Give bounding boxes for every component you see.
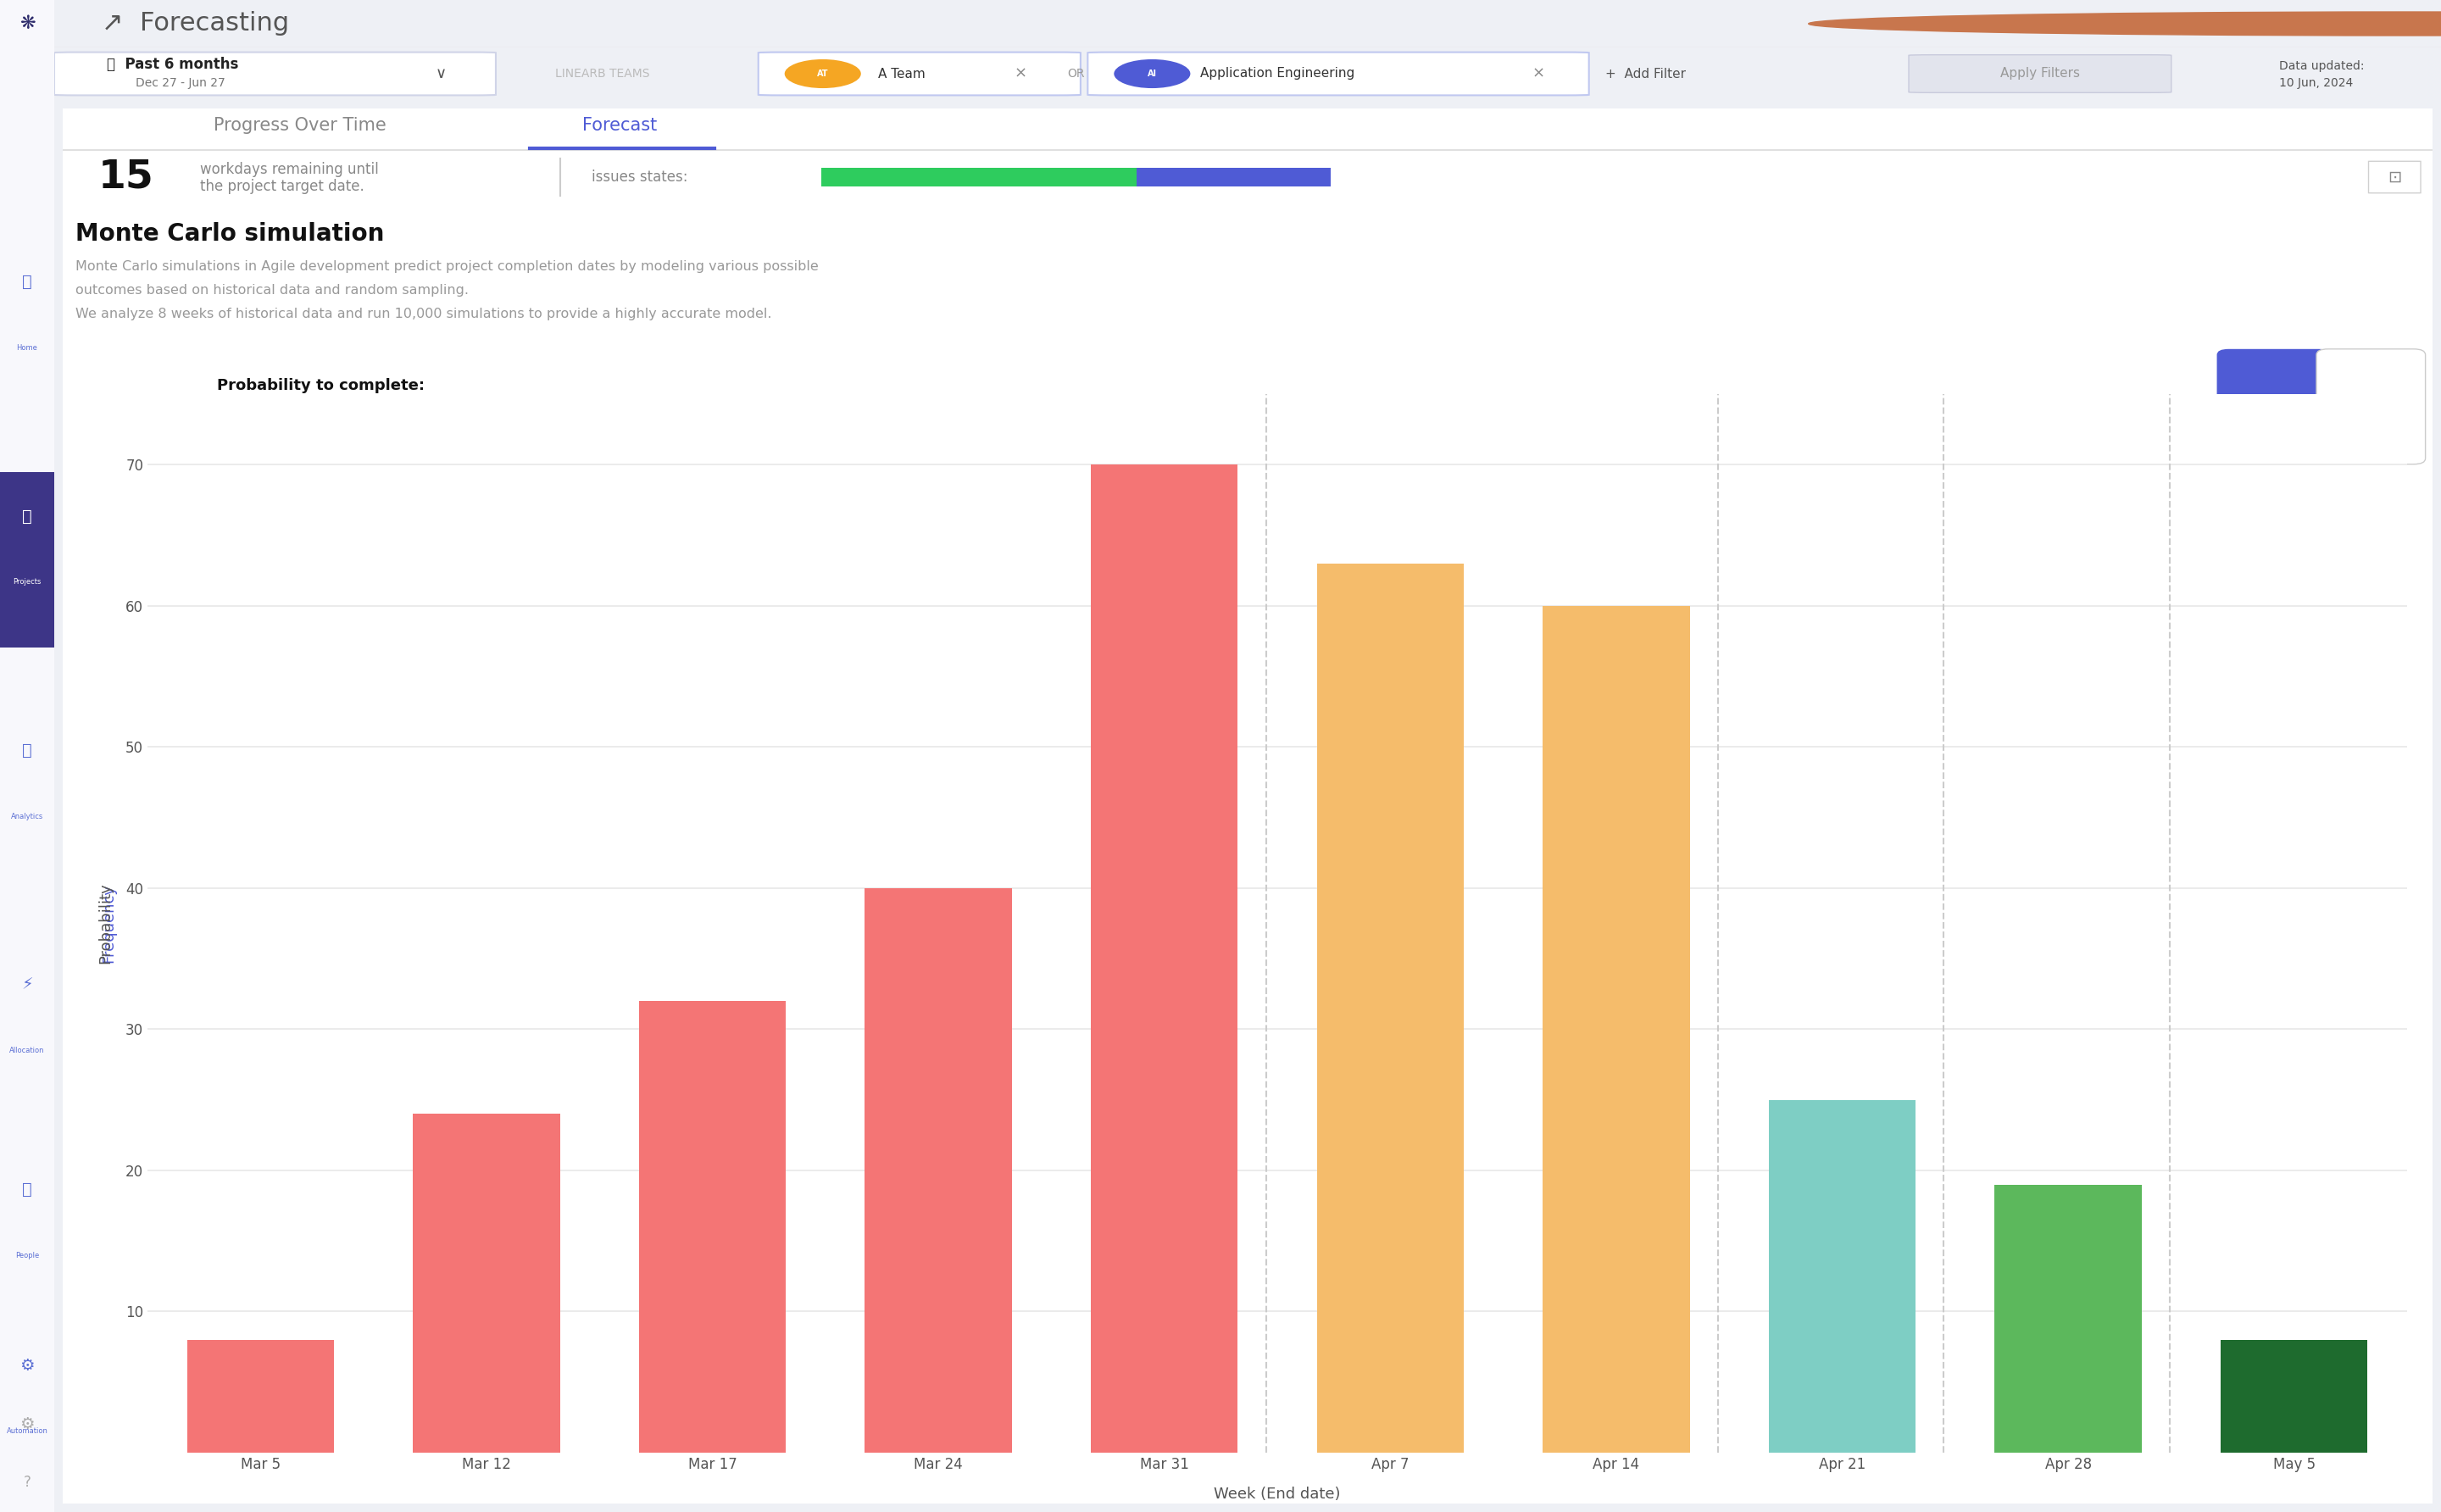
Text: 15: 15: [98, 159, 154, 197]
FancyBboxPatch shape: [54, 53, 496, 95]
Text: Apply Filters: Apply Filters: [1999, 68, 2080, 80]
Text: Automation: Automation: [7, 1427, 49, 1435]
Bar: [1138, 168, 1330, 186]
Text: ⚡: ⚡: [22, 977, 32, 993]
FancyBboxPatch shape: [59, 106, 2436, 1506]
Text: ⚙: ⚙: [20, 1358, 34, 1373]
Text: ↗  Forecasting: ↗ Forecasting: [103, 12, 290, 36]
Text: Analytics: Analytics: [10, 812, 44, 820]
Text: 🗓  Past 6 months: 🗓 Past 6 months: [107, 56, 239, 73]
FancyBboxPatch shape: [2368, 162, 2421, 194]
Bar: [864, 888, 1011, 1453]
Text: issues states:: issues states:: [591, 169, 688, 184]
Text: ⊡: ⊡: [2387, 169, 2402, 184]
Text: the project target date.: the project target date.: [200, 178, 364, 194]
Text: Probability to complete:: Probability to complete:: [217, 378, 425, 393]
Text: 👤: 👤: [22, 1182, 32, 1198]
Y-axis label: Frequency: Frequency: [100, 885, 117, 963]
Text: 📅: 📅: [2368, 401, 2375, 413]
Text: We analyze 8 weeks of historical data and run 10,000 simulations to provide a hi: We analyze 8 weeks of historical data an…: [76, 307, 771, 321]
FancyBboxPatch shape: [2317, 349, 2426, 464]
Text: workdays remaining until: workdays remaining until: [200, 162, 378, 177]
Text: OR: OR: [1067, 68, 1084, 80]
Text: A Team: A Team: [879, 68, 925, 80]
Text: 🔔: 🔔: [2351, 12, 2365, 36]
FancyBboxPatch shape: [1909, 54, 2172, 92]
Text: Probability: Probability: [98, 883, 112, 965]
Text: 10 Jun, 2024: 10 Jun, 2024: [2280, 77, 2353, 89]
Text: AT: AT: [818, 70, 827, 79]
Bar: [188, 1340, 334, 1453]
Bar: [1994, 1184, 2141, 1453]
Ellipse shape: [1113, 59, 1191, 88]
FancyBboxPatch shape: [2216, 349, 2331, 464]
Text: 95%: 95%: [2146, 473, 2175, 488]
Text: outcomes based on historical data and random sampling.: outcomes based on historical data and ra…: [76, 284, 469, 296]
Text: 85%: 85%: [1931, 473, 1963, 488]
Text: Forecast: Forecast: [583, 116, 657, 135]
X-axis label: Week (End date): Week (End date): [1213, 1486, 1340, 1501]
Text: +  Add Filter: + Add Filter: [1606, 68, 1687, 80]
Text: Projects: Projects: [12, 578, 41, 585]
Text: ×: ×: [1533, 67, 1545, 82]
Bar: [2221, 1340, 2368, 1453]
Text: Data updated:: Data updated:: [2280, 60, 2363, 71]
FancyBboxPatch shape: [759, 53, 1081, 95]
Text: Allocation: Allocation: [10, 1046, 44, 1054]
Text: Monte Carlo simulation: Monte Carlo simulation: [76, 222, 383, 245]
Bar: [413, 1114, 559, 1453]
Circle shape: [1809, 12, 2441, 36]
Text: 📋: 📋: [22, 508, 32, 525]
Text: AI: AI: [1147, 70, 1157, 79]
Text: LINEARB TEAMS: LINEARB TEAMS: [557, 68, 649, 80]
Text: 🏠: 🏠: [22, 274, 32, 290]
Text: 📊: 📊: [22, 742, 32, 759]
Text: Dec 27 - Jun 27: Dec 27 - Jun 27: [134, 77, 225, 89]
Text: 75%: 75%: [1718, 473, 1748, 488]
Ellipse shape: [784, 59, 862, 88]
Text: Progress Over Time: Progress Over Time: [212, 116, 386, 135]
Text: ❋: ❋: [20, 15, 34, 32]
Text: Monte Carlo simulations in Agile development predict project completion dates by: Monte Carlo simulations in Agile develop…: [76, 260, 818, 272]
Text: ?: ?: [24, 1476, 32, 1491]
Text: 50%: 50%: [1282, 473, 1311, 488]
Text: Application Engineering: Application Engineering: [1201, 68, 1355, 80]
Bar: [1316, 564, 1465, 1453]
Text: ⚙: ⚙: [20, 1417, 34, 1432]
Text: People: People: [15, 1252, 39, 1259]
Text: ×: ×: [1015, 67, 1028, 82]
Text: ▦: ▦: [2268, 399, 2280, 414]
Bar: [820, 168, 1138, 186]
Bar: [0, 472, 54, 649]
FancyBboxPatch shape: [1089, 53, 1589, 95]
Bar: [1543, 606, 1689, 1453]
Text: ∨: ∨: [434, 67, 447, 82]
Bar: [1091, 464, 1238, 1453]
Bar: [640, 1001, 786, 1453]
Bar: [1770, 1099, 1916, 1453]
Text: Home: Home: [17, 343, 37, 351]
